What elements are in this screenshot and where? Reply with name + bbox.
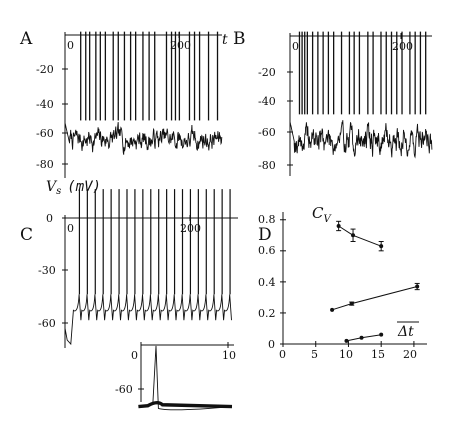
panel-b-y-tick-40: -40 <box>258 95 276 108</box>
d-series-0-point-0 <box>336 223 341 228</box>
panel-b-voltage-trace <box>289 31 433 159</box>
d-series-1-point-2 <box>415 284 420 289</box>
panel-a-letter: A <box>19 29 33 49</box>
panel-a-x-tick-0: 0 <box>67 39 74 52</box>
panel-b-letter: B <box>233 29 246 49</box>
panel-c-voltage-trace <box>64 189 232 346</box>
panel-c-y-tick-0: 0 <box>46 212 53 225</box>
panel-d-x-axis-symbol: Δt <box>397 324 414 340</box>
panel-d: D CV 0.8 0.6 0.4 0.2 0 0 5 10 15 20 Δt <box>258 204 427 361</box>
panel-c-inset-y-tick-60: -60 <box>115 383 133 396</box>
panel-d-y-tick-06: 0.6 <box>258 244 276 257</box>
panel-c-x-tick-0: 0 <box>67 222 74 235</box>
panel-b-y-tick-20: -20 <box>258 66 276 79</box>
a-membrane-noise <box>64 95 223 155</box>
panel-d-y-symbol-subscript: V <box>323 214 332 225</box>
panel-c: C 0 200 0 -30 -60 0 10 -60 <box>20 189 238 411</box>
d-series-2-point-1 <box>359 335 364 340</box>
panel-a-y-axis-label: Vs (mV) <box>46 179 101 197</box>
panel-c-letter: C <box>20 225 33 245</box>
panel-d-x-tick-20: 20 <box>403 348 417 361</box>
panel-d-y-tick-04: 0.4 <box>258 276 276 289</box>
panel-d-x-tick-10: 10 <box>339 348 353 361</box>
panel-a-voltage-trace <box>64 31 223 155</box>
panel-c-inset-traces <box>138 345 233 411</box>
panel-a: A 0 200 t -20 -40 -60 -80 Vs (mV) <box>19 29 228 197</box>
panel-a-y-label-symbol: V <box>46 179 58 195</box>
b-membrane-noise <box>289 94 433 159</box>
panel-c-inset-x-tick-0: 0 <box>131 349 138 362</box>
d-series-2-point-2 <box>379 332 384 337</box>
panel-d-y-tick-08: 0.8 <box>258 213 276 226</box>
d-series-0-point-2 <box>379 244 384 249</box>
panel-c-inset: 0 10 -60 <box>115 342 236 411</box>
panel-d-x-tick-5: 5 <box>311 348 318 361</box>
panel-c-y-tick-60: -60 <box>38 317 56 330</box>
panel-c-y-tick-30: -30 <box>38 264 56 277</box>
panel-c-inset-x-tick-10: 10 <box>222 349 236 362</box>
panel-a-y-label-unit: (mV) <box>67 179 101 195</box>
inset-thick-average-trace <box>138 401 233 409</box>
panel-a-y-tick-20: -20 <box>36 63 54 76</box>
panel-a-x-tick-200: 200 <box>170 39 191 52</box>
d-series-1-point-1 <box>349 301 354 306</box>
d-series-0-point-1 <box>351 233 356 238</box>
panel-b-x-tick-0: 0 <box>292 40 299 53</box>
d-series-2-point-0 <box>344 338 349 343</box>
c-membrane-trace <box>64 294 232 346</box>
panel-a-x-axis-symbol: t <box>222 32 228 48</box>
panel-b-y-tick-60: -60 <box>258 126 276 139</box>
panel-d-x-tick-15: 15 <box>371 348 385 361</box>
d-series-2-line <box>346 334 382 342</box>
panel-d-y-tick-0: 0 <box>268 338 275 351</box>
d-series-1-point-0 <box>330 307 335 312</box>
panel-a-y-tick-60: -60 <box>36 127 54 140</box>
d-series-1-line <box>331 286 418 311</box>
panel-d-letter: D <box>258 225 272 245</box>
panel-b: B 0 200 -20 -40 -60 -80 <box>233 29 433 176</box>
panel-d-y-symbol: C <box>312 204 324 222</box>
panel-a-y-tick-80: -80 <box>36 158 54 171</box>
d-series-0-line <box>338 225 382 247</box>
panel-a-y-label-subscript: s <box>56 186 61 197</box>
panel-a-y-tick-40: -40 <box>36 98 54 111</box>
panel-d-data <box>330 220 420 343</box>
panel-d-y-tick-02: 0.2 <box>258 307 276 320</box>
panel-d-y-axis-symbol: CV <box>312 204 332 225</box>
inset-thin-spike-trace <box>152 345 233 411</box>
panel-d-ticks <box>280 219 415 347</box>
panel-d-x-tick-0: 0 <box>279 348 286 361</box>
panel-b-y-tick-80: -80 <box>258 159 276 172</box>
